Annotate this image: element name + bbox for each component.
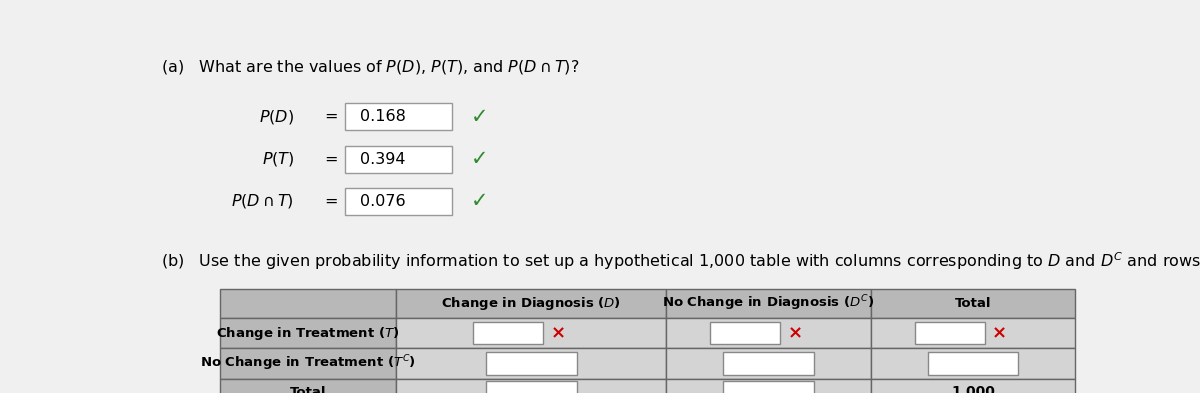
Text: $P(D)$: $P(D)$ [259,108,294,126]
Text: 0.394: 0.394 [360,152,406,167]
FancyBboxPatch shape [486,352,577,375]
Text: ✓: ✓ [470,191,488,211]
Text: 0.076: 0.076 [360,194,406,209]
Text: ×: × [551,324,565,342]
Text: ✓: ✓ [470,149,488,169]
FancyBboxPatch shape [666,318,871,348]
FancyBboxPatch shape [473,322,542,345]
Text: =: = [324,194,338,209]
FancyBboxPatch shape [871,318,1075,348]
Text: ×: × [787,324,803,342]
Text: (a)   What are the values of $P(D)$, $P(T)$, and $P(D \cap T)$?: (a) What are the values of $P(D)$, $P(T)… [161,58,580,76]
FancyBboxPatch shape [220,289,396,318]
FancyBboxPatch shape [486,381,577,393]
FancyBboxPatch shape [928,352,1019,375]
Text: No Change in Diagnosis ($D^C$): No Change in Diagnosis ($D^C$) [662,294,875,314]
Text: Change in Diagnosis ($D$): Change in Diagnosis ($D$) [442,295,622,312]
FancyBboxPatch shape [871,378,1075,393]
FancyBboxPatch shape [396,318,666,348]
Text: $P(D \cap T)$: $P(D \cap T)$ [232,193,294,211]
Text: ×: × [992,324,1007,342]
FancyBboxPatch shape [220,378,396,393]
Text: No Change in Treatment ($T^C$): No Change in Treatment ($T^C$) [200,354,416,373]
Text: Total: Total [290,386,326,393]
Text: (b)   Use the given probability information to set up a hypothetical 1,000 table: (b) Use the given probability informatio… [161,250,1200,272]
FancyBboxPatch shape [871,289,1075,318]
FancyBboxPatch shape [220,348,396,378]
Text: 0.168: 0.168 [360,109,406,124]
FancyBboxPatch shape [666,348,871,378]
Text: =: = [324,109,338,124]
FancyBboxPatch shape [724,381,814,393]
Text: Change in Treatment ($T$): Change in Treatment ($T$) [216,325,400,342]
FancyBboxPatch shape [396,378,666,393]
FancyBboxPatch shape [396,348,666,378]
FancyBboxPatch shape [710,322,780,345]
FancyBboxPatch shape [666,378,871,393]
FancyBboxPatch shape [666,289,871,318]
Text: $P(T)$: $P(T)$ [262,150,294,168]
FancyBboxPatch shape [396,289,666,318]
FancyBboxPatch shape [914,322,985,345]
FancyBboxPatch shape [346,188,452,215]
FancyBboxPatch shape [346,103,452,130]
Text: ✓: ✓ [470,107,488,127]
FancyBboxPatch shape [724,352,814,375]
Text: Total: Total [955,297,991,310]
Text: =: = [324,152,338,167]
FancyBboxPatch shape [346,145,452,173]
FancyBboxPatch shape [871,348,1075,378]
Text: 1,000: 1,000 [952,385,995,393]
FancyBboxPatch shape [220,318,396,348]
